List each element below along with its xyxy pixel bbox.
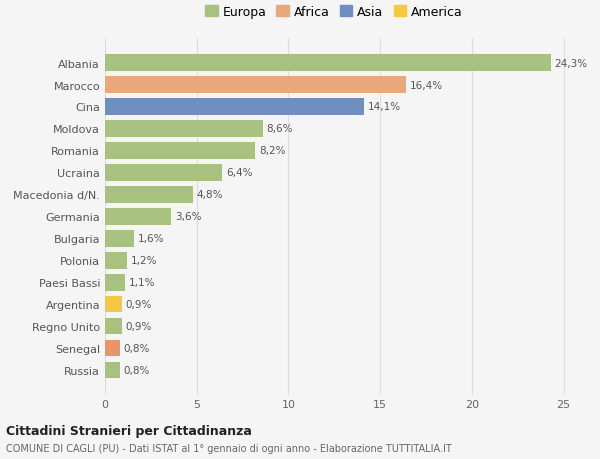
- Text: 3,6%: 3,6%: [175, 212, 201, 222]
- Text: 1,2%: 1,2%: [131, 256, 157, 266]
- Text: Cittadini Stranieri per Cittadinanza: Cittadini Stranieri per Cittadinanza: [6, 424, 252, 437]
- Bar: [105, 340, 119, 357]
- Bar: [105, 362, 119, 379]
- Bar: [105, 252, 127, 269]
- Text: 0,9%: 0,9%: [125, 300, 152, 309]
- Bar: [105, 318, 122, 335]
- Text: 6,4%: 6,4%: [226, 168, 253, 178]
- Bar: [105, 297, 122, 313]
- Bar: [105, 230, 134, 247]
- Text: 1,1%: 1,1%: [129, 278, 155, 288]
- Text: 16,4%: 16,4%: [410, 80, 443, 90]
- Bar: [105, 209, 171, 225]
- Text: 24,3%: 24,3%: [554, 58, 587, 68]
- Bar: [105, 121, 263, 137]
- Text: 1,6%: 1,6%: [138, 234, 164, 244]
- Text: 0,8%: 0,8%: [124, 343, 150, 353]
- Text: COMUNE DI CAGLI (PU) - Dati ISTAT al 1° gennaio di ogni anno - Elaborazione TUTT: COMUNE DI CAGLI (PU) - Dati ISTAT al 1° …: [6, 443, 452, 453]
- Bar: [105, 143, 256, 159]
- Text: 8,2%: 8,2%: [259, 146, 286, 156]
- Text: 0,9%: 0,9%: [125, 321, 152, 331]
- Bar: [105, 187, 193, 203]
- Bar: [105, 274, 125, 291]
- Legend: Europa, Africa, Asia, America: Europa, Africa, Asia, America: [205, 6, 463, 19]
- Bar: [105, 165, 223, 181]
- Bar: [105, 55, 551, 72]
- Text: 4,8%: 4,8%: [197, 190, 223, 200]
- Text: 0,8%: 0,8%: [124, 365, 150, 375]
- Text: 14,1%: 14,1%: [367, 102, 400, 112]
- Text: 8,6%: 8,6%: [266, 124, 293, 134]
- Bar: [105, 99, 364, 116]
- Bar: [105, 77, 406, 94]
